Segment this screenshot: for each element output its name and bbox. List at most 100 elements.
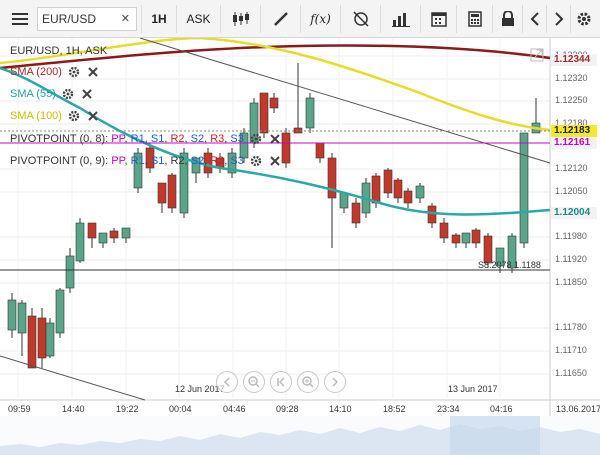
indicator-remove-icon[interactable] (87, 110, 99, 122)
candle-body (495, 247, 505, 267)
price-axis-label: 1.12050 (555, 186, 588, 196)
draw-tool-button[interactable] (261, 5, 301, 33)
lock-icon (501, 11, 515, 27)
indicator-settings-icon[interactable] (68, 66, 80, 78)
reset-button[interactable] (270, 371, 292, 393)
candle-body (351, 202, 361, 224)
candle-body (37, 317, 47, 359)
price-axis-label: 1.11650 (555, 368, 587, 378)
price-axis-label: 1.11850 (555, 277, 587, 287)
scroll-left-button[interactable] (523, 5, 547, 33)
chevron-right-icon (332, 377, 339, 387)
price-type-button[interactable]: ASK (177, 5, 221, 33)
indicator-remove-icon[interactable] (81, 88, 93, 100)
chart-toolbar: EUR/USD ✕ 1H ASK f(x) (0, 0, 600, 38)
candle-body (471, 229, 481, 244)
time-axis-label: 09:28 (276, 404, 299, 414)
candle-body (227, 152, 237, 174)
indicators-button[interactable]: f(x) (301, 5, 341, 33)
time-axis-label: 14:10 (329, 404, 352, 414)
lock-button[interactable] (493, 5, 523, 33)
price-plot[interactable] (0, 38, 600, 455)
candle-body (383, 169, 393, 194)
time-axis-label: 04:16 (490, 404, 513, 414)
expand-icon[interactable] (530, 48, 544, 62)
calculator-button[interactable] (457, 5, 493, 33)
date-label: 13 Jun 2017 (448, 384, 498, 394)
indicator-settings-icon[interactable] (62, 88, 74, 100)
candle-body (109, 230, 119, 239)
pivot-prefix: PIVOTPOINT (0, 8): (10, 133, 109, 145)
pivot-item-pp: PP (111, 155, 125, 167)
zoom-in-button[interactable] (297, 371, 319, 393)
pivot-item-r3: R3 (210, 155, 225, 167)
menu-icon[interactable] (6, 5, 34, 33)
hide-drawings-button[interactable] (341, 5, 381, 33)
reset-icon (277, 377, 285, 387)
trend-line-upper (139, 38, 551, 164)
candle-body (327, 157, 337, 199)
candle-body (55, 289, 65, 334)
sma200-price-tag: 1.12344 (551, 54, 597, 66)
price-axis-label: 1.11920 (555, 254, 587, 264)
scroll-right-button[interactable] (547, 5, 571, 33)
candle-body (281, 132, 291, 164)
settings-button[interactable] (571, 5, 597, 33)
navigator-window[interactable] (450, 416, 540, 455)
candle-body (167, 174, 177, 209)
time-axis-date: 13.06.2017 (556, 404, 600, 414)
sma55-line (0, 66, 551, 216)
chart-area[interactable]: EUR/USD, 1H, ASK SMA (200) SMA (55) SMA … (0, 38, 600, 455)
sma100-line (0, 38, 551, 132)
bar-chart-button[interactable] (381, 5, 421, 33)
current-price-tag: 1.12183 (551, 125, 597, 137)
price-axis-label: 1.12180 (555, 118, 588, 128)
scroll-right-nav-button[interactable] (324, 371, 346, 393)
zoom-out-button[interactable] (243, 371, 265, 393)
calendar-icon (430, 11, 447, 27)
candle-body (157, 182, 167, 204)
time-axis-label: 09:59 (8, 404, 31, 414)
candle-body (45, 322, 55, 357)
candle-body (339, 192, 349, 209)
bar-chart-icon (391, 11, 410, 27)
candle-body (393, 179, 403, 199)
indicator-remove-icon[interactable] (87, 66, 99, 78)
indicator-settings-icon[interactable] (250, 155, 262, 167)
indicator-legend-sma55: SMA (55) (10, 87, 93, 101)
indicator-remove-icon[interactable] (269, 133, 281, 145)
indicator-settings-icon[interactable] (68, 110, 80, 122)
pivot-legend-0: PIVOTPOINT (0, 8): PP, R1, S1, R2, S2, R… (10, 132, 281, 146)
pivot-item-r1: R1 (130, 133, 145, 145)
calendar-button[interactable] (421, 5, 457, 33)
chart-type-button[interactable] (221, 5, 261, 33)
eraser-icon (352, 10, 370, 28)
chart-title: EUR/USD, 1H, ASK (10, 45, 108, 57)
candle-body (269, 97, 279, 109)
indicator-legend-sma100: SMA (100) (10, 109, 99, 123)
candle-body (439, 222, 449, 239)
navigator-strip[interactable] (0, 416, 600, 455)
pivot-item-s2: S2 (190, 155, 205, 167)
candle-body (305, 97, 315, 129)
zoom-out-icon (248, 376, 260, 388)
candle-body (75, 222, 85, 262)
candle-body (483, 235, 493, 264)
symbol-selector[interactable]: EUR/USD ✕ (37, 7, 137, 31)
time-axis-label: 14:40 (62, 404, 85, 414)
time-axis-label: 23:34 (437, 404, 460, 414)
timeframe-button[interactable]: 1H (141, 5, 177, 33)
price-axis-label: 1.11710 (555, 345, 587, 355)
scroll-left-nav-button[interactable] (216, 371, 238, 393)
candle-body (519, 132, 529, 244)
candle-body (507, 235, 517, 269)
candle-body (203, 152, 213, 174)
chevron-right-icon (554, 12, 564, 26)
chevron-left-icon (530, 12, 540, 26)
pivot-item-s1: S1 (150, 155, 165, 167)
clear-icon[interactable]: ✕ (120, 13, 130, 25)
indicator-remove-icon[interactable] (269, 155, 281, 167)
price-axis-label: 1.12320 (555, 73, 588, 83)
indicator-settings-icon[interactable] (250, 133, 262, 145)
pivot-item-r2: R2 (170, 155, 185, 167)
